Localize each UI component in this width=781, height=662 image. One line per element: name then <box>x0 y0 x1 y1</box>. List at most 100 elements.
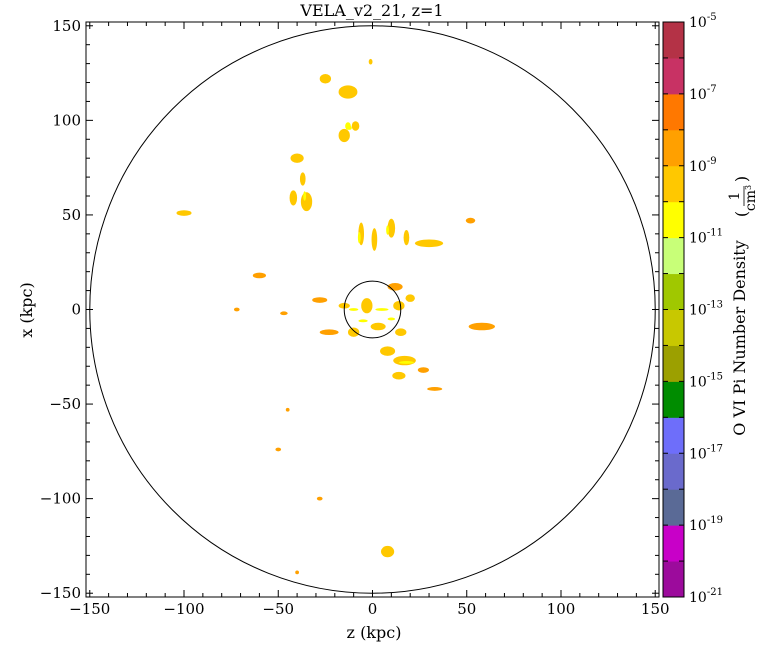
density-blob <box>361 298 373 314</box>
density-blob <box>285 407 290 412</box>
density-blob <box>395 328 407 336</box>
x-tick-label: 100 <box>547 600 576 618</box>
colorbar-unit-denominator: cm3 <box>743 185 759 211</box>
density-blob <box>312 297 328 303</box>
x-tick-label: −150 <box>69 600 110 618</box>
density-blob <box>338 128 350 143</box>
colorbar-bands <box>663 22 684 598</box>
colorbar-band <box>663 561 684 598</box>
colorbar-unit-close-paren: ) <box>732 176 751 182</box>
density-blob <box>427 387 443 391</box>
density-blob <box>280 311 288 316</box>
colorbar-band <box>663 381 684 418</box>
plot-ticks <box>86 22 659 597</box>
density-blob <box>233 307 240 312</box>
y-axis-label: x (kpc) <box>17 282 36 338</box>
density-blob <box>252 272 267 279</box>
colorbar-band <box>663 345 684 382</box>
colorbar-band <box>663 237 684 275</box>
x-tick-label: 50 <box>457 600 476 618</box>
density-blob <box>176 210 192 216</box>
colorbar-band <box>663 453 684 490</box>
density-blob <box>393 355 416 366</box>
density-blob <box>392 371 406 380</box>
density-blob <box>414 239 444 248</box>
colorbar-tick-label: 10-15 <box>689 371 723 390</box>
plot-area <box>85 21 660 598</box>
inner-radius-circle <box>343 280 402 339</box>
colorbar-tick-label: 10-5 <box>689 12 717 31</box>
density-blob <box>393 300 405 311</box>
colorbar-band <box>663 201 684 239</box>
density-blob <box>405 294 415 302</box>
colorbar-band <box>663 489 684 526</box>
density-map <box>176 58 496 575</box>
density-blob <box>338 85 358 99</box>
density-blob <box>403 230 410 246</box>
colorbar-ticks <box>663 21 684 598</box>
chart-title: VELA_v2_21, z=1 <box>299 1 443 20</box>
colorbar-band <box>663 417 684 454</box>
x-tick-labels: −150 −100 −50 0 50 100 150 <box>69 600 669 618</box>
density-blob <box>275 447 282 452</box>
y-tick-label: 0 <box>71 301 81 319</box>
density-speckle <box>303 191 307 201</box>
colorbar-band <box>663 273 684 310</box>
density-speckle <box>386 225 389 235</box>
density-blob <box>370 322 386 331</box>
y-tick-label: 50 <box>62 206 81 224</box>
density-blob <box>316 496 323 501</box>
density-blob <box>351 121 360 131</box>
colorbar-band <box>663 93 684 131</box>
colorbar-tick-label: 10-11 <box>689 228 723 247</box>
x-tick-label: 150 <box>641 600 670 618</box>
density-blob <box>380 346 396 356</box>
x-tick-label: 0 <box>368 600 378 618</box>
colorbar-unit-cm: cm <box>743 190 759 211</box>
density-speckle <box>358 319 368 323</box>
density-blob <box>299 172 306 186</box>
density-speckle <box>347 126 352 130</box>
colorbar-band <box>663 57 684 95</box>
density-speckle <box>357 231 361 244</box>
density-speckle <box>398 361 414 364</box>
colorbar: 10-5 10-7 10-9 10-11 10-13 10-15 10-17 10-19 10-… <box>662 12 759 606</box>
density-speckle <box>348 308 359 311</box>
colorbar-tick-label: 10-17 <box>689 443 723 462</box>
x-axis-label: z (kpc) <box>347 623 402 642</box>
colorbar-band <box>663 22 684 59</box>
colorbar-unit-exp: 3 <box>744 185 753 190</box>
density-blob <box>295 570 299 575</box>
colorbar-unit-open-paren: ( <box>732 211 751 217</box>
density-blob <box>468 322 496 331</box>
density-blob <box>417 367 430 373</box>
colorbar-tick-label: 10-7 <box>689 84 717 103</box>
x-tick-label: −50 <box>262 600 294 618</box>
y-tick-label: −50 <box>49 395 81 413</box>
x-tick-label: −100 <box>163 600 204 618</box>
colorbar-band <box>663 165 684 203</box>
colorbar-tick-labels: 10-5 10-7 10-9 10-11 10-13 10-15 10-17 10-19 10-… <box>689 12 723 606</box>
density-blob <box>380 545 395 558</box>
density-blob <box>347 327 360 337</box>
colorbar-band <box>663 309 684 346</box>
y-tick-label: −150 <box>40 584 81 602</box>
y-tick-label: 100 <box>52 111 81 129</box>
density-speckle <box>387 317 396 321</box>
colorbar-tick-label: 10-13 <box>689 300 723 319</box>
colorbar-tick-label: 10-21 <box>689 587 723 606</box>
density-blob <box>368 58 373 65</box>
colorbar-title: O VI Pi Number Density ( 1 cm3 ) <box>727 176 759 436</box>
colorbar-tick-label: 10-9 <box>689 156 717 175</box>
density-blob <box>465 217 476 224</box>
density-blob <box>371 228 378 251</box>
colorbar-unit-numerator: 1 <box>727 192 743 201</box>
y-tick-label: −100 <box>40 490 81 508</box>
density-blob <box>319 329 339 336</box>
y-tick-label: 150 <box>52 17 81 35</box>
colorbar-label: O VI Pi Number Density <box>730 240 749 435</box>
y-tick-labels: 150 100 50 0 −50 −100 −150 <box>40 17 81 602</box>
density-blob <box>290 153 304 163</box>
density-blob <box>387 218 396 238</box>
